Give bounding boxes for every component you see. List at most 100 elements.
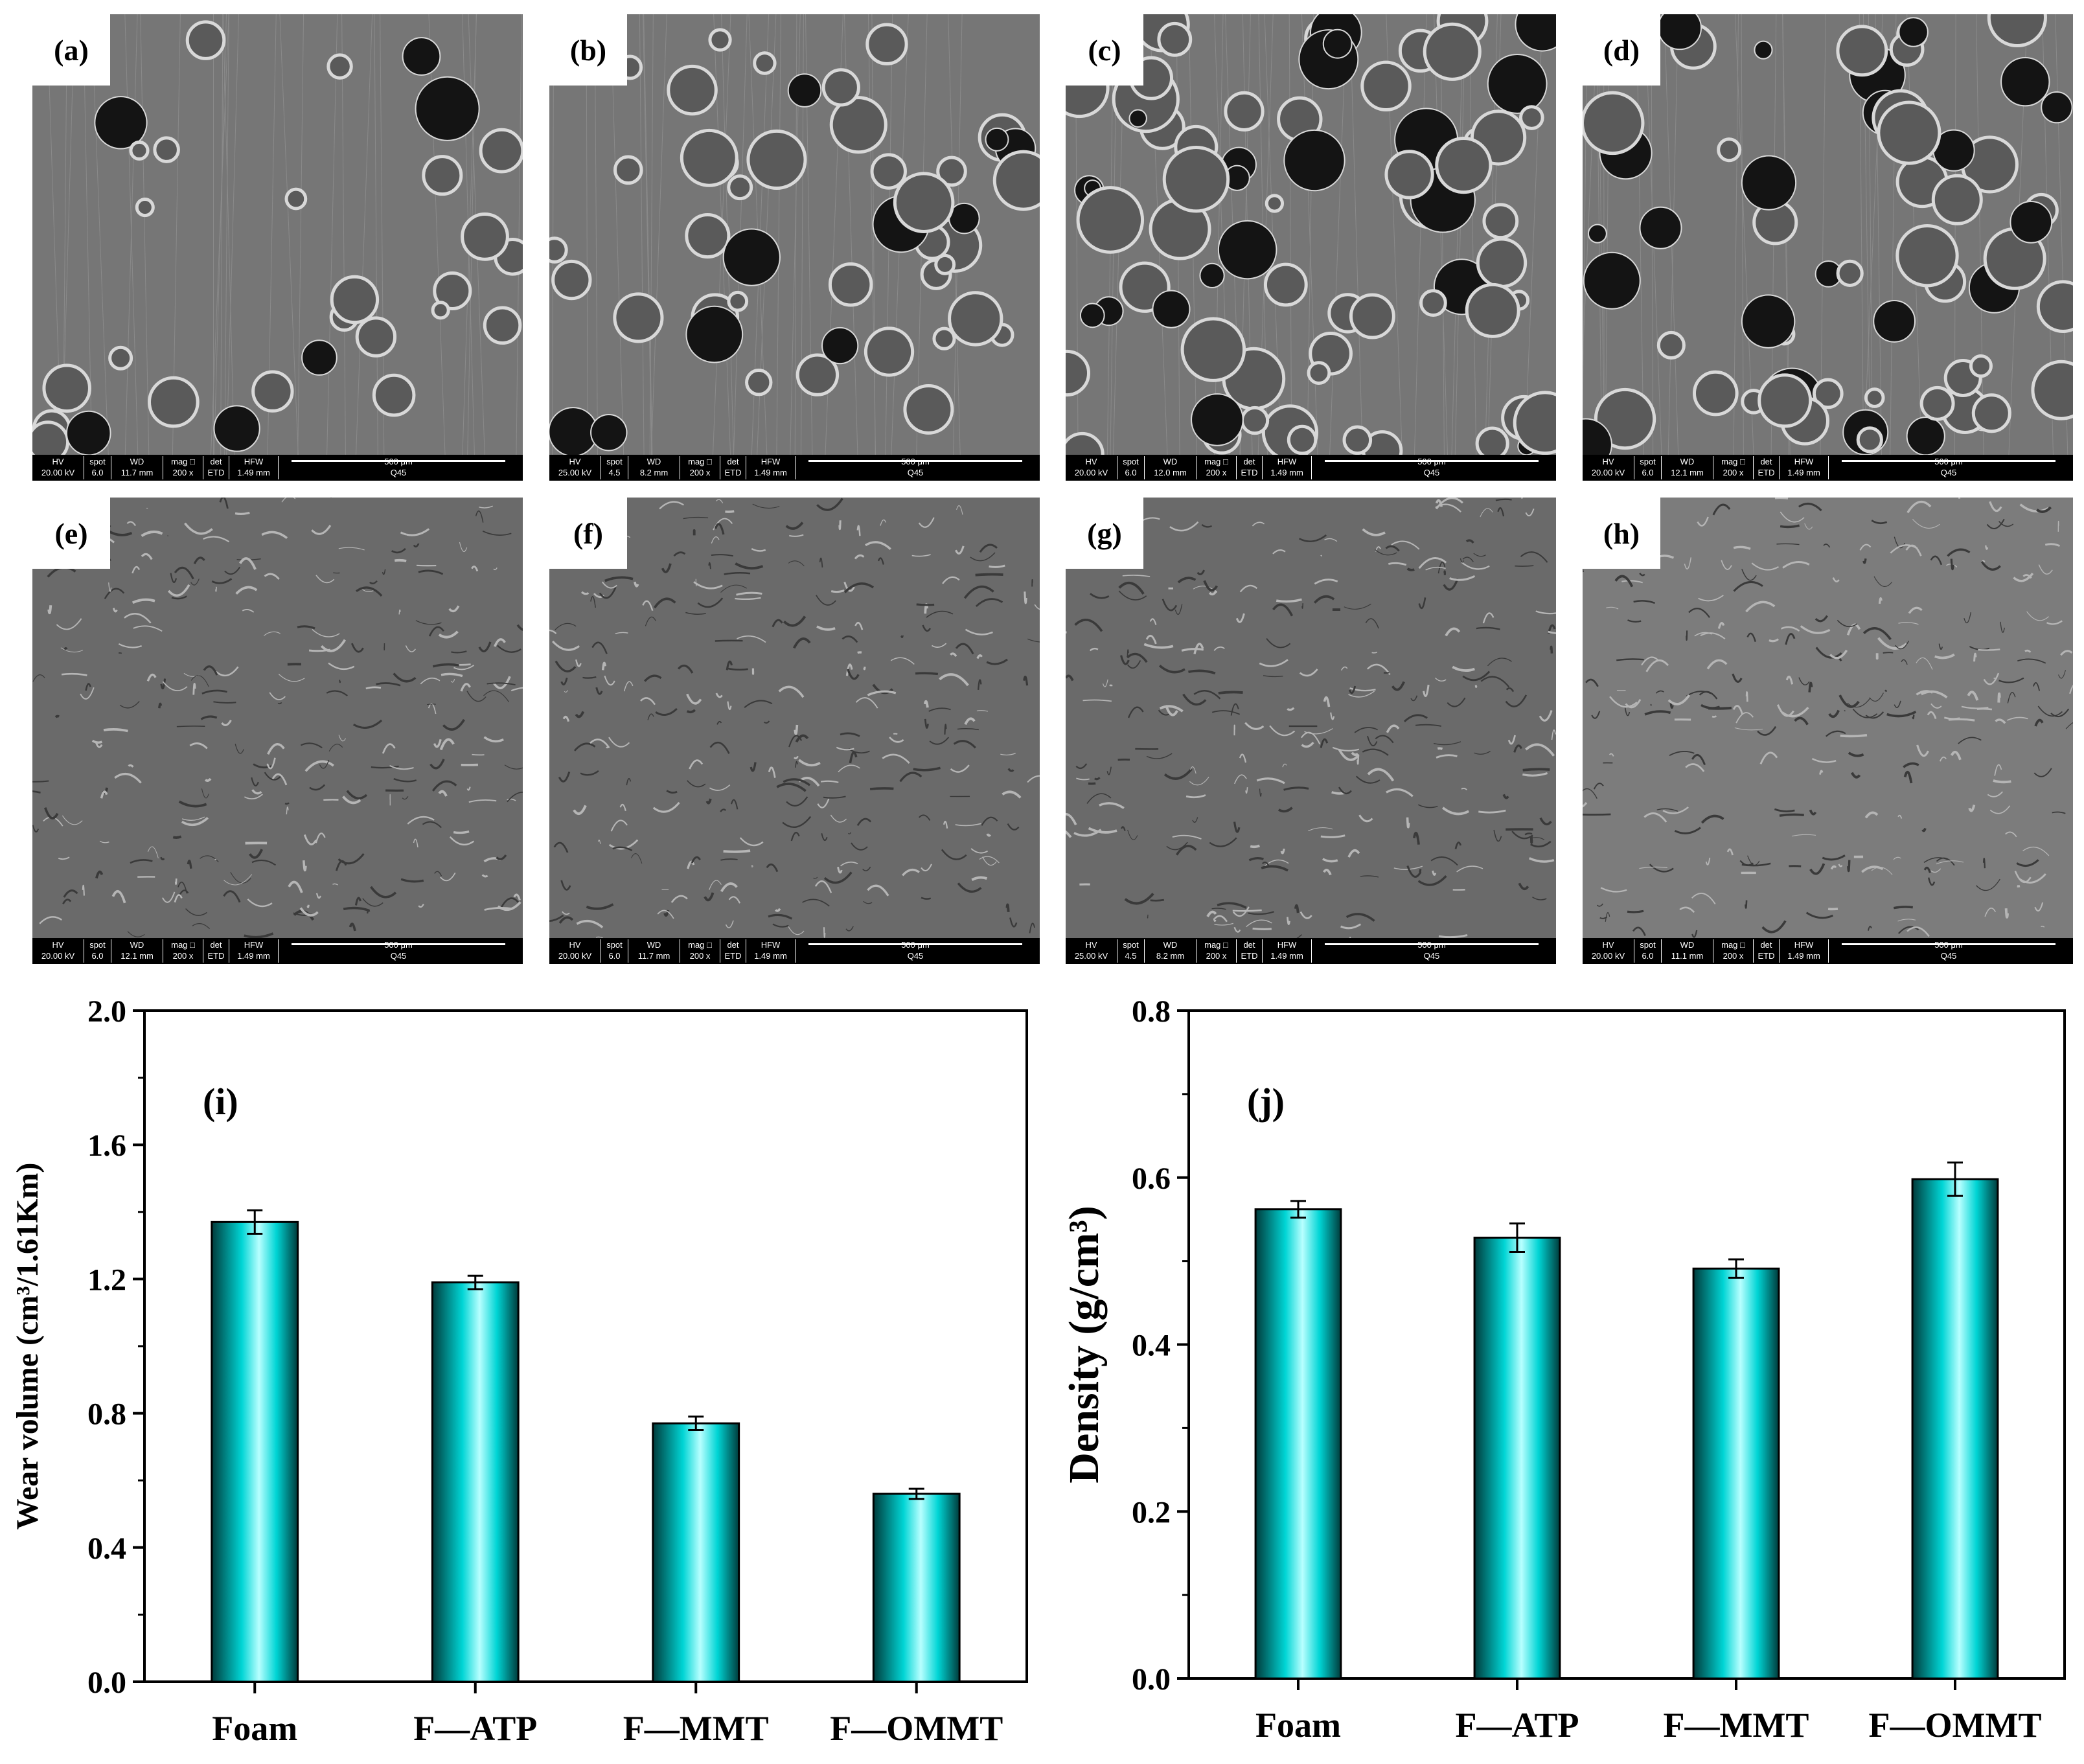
sem-info-cell: HFW 1.49 mm [1263,456,1312,479]
sem-info-cell: HV 20.00 kV [32,939,84,963]
panel-label: (j) [1247,1081,1285,1123]
scale-bar [1325,943,1539,945]
sem-info-bar: HV 20.00 kV spot 6.0 WD 11.7 mm mag □ 200 x det E… [549,938,1040,964]
sem-info-bar: HV 25.00 kV spot 4.5 WD 8.2 mm mag □ 200 x det ET… [1066,938,1556,964]
sem-info-cell: mag □ 200 x [1713,939,1754,963]
sem-info-cell: det ETD [1754,456,1780,479]
y-axis-label: Density (g/cm³) [1060,1206,1108,1483]
sem-info-cell: WD 12.0 mm [1145,456,1197,479]
y-tick-label: 0.4 [1132,1329,1171,1363]
panel-label: (c) [1066,14,1143,86]
micrograph-texture [32,14,523,455]
scale-bar [292,943,505,945]
bar [211,1220,299,1683]
scale-label: 500 μm Q45 [1934,457,1963,477]
bar [1254,1208,1342,1680]
scale-bar [1325,460,1539,462]
sem-info-cell: HFW 1.49 mm [229,939,279,963]
bar [652,1422,740,1683]
y-tick-label: 2.0 [87,998,126,1029]
wear-volume-chart: 0.0 0.4 0.8 1.2 1.6 2.0 Foam F—ATP F—MMT F—OMMT (i… [10,998,1028,1748]
panel-label: (b) [549,14,627,86]
scale-label: 500 μm Q45 [901,940,930,961]
bar [1692,1267,1780,1680]
sem-info-cell: HFW 1.49 mm [229,456,279,479]
sem-info-cell: HV 20.00 kV [32,456,84,479]
sem-info-cell: det ETD [720,939,746,963]
panel-label: (i) [203,1081,238,1123]
sem-info-cell: spot 6.0 [1117,456,1145,479]
micrograph-texture [1066,14,1556,455]
panel-label: (a) [32,14,110,86]
sem-info-bar: HV 20.00 kV spot 6.0 WD 11.1 mm mag □ 200 x det E… [1583,938,2073,964]
sem-info-cell: spot 6.0 [1634,456,1662,479]
sem-info-cell: HV 20.00 kV [549,939,601,963]
scale-label: 500 μm Q45 [384,457,413,477]
sem-info-cell: spot 4.5 [1117,939,1145,963]
sem-info-cell: HV 25.00 kV [549,456,601,479]
sem-info-bar: HV 20.00 kV spot 6.0 WD 11.7 mm mag □ 200 x det E… [32,455,523,481]
scale-bar [292,460,505,462]
sem-info-cell: mag □ 200 x [680,456,720,479]
sem-info-cell: HV 20.00 kV [1583,939,1634,963]
sem-info-cell: HFW 1.49 mm [1780,939,1829,963]
density-chart: 0.0 0.2 0.4 0.6 0.8 Foam F—ATP F—MMT F—OMMT (j) De… [1060,998,2066,1745]
micrograph-texture [1583,14,2073,455]
sem-info-cell: WD 12.1 mm [111,939,163,963]
sem-info-bar: HV 20.00 kV spot 6.0 WD 12.0 mm mag □ 200 x det E… [1066,455,1556,481]
sem-micrograph: (b) HV 25.00 kV spot 4.5 WD 8.2 mm mag □ 200 x de… [549,14,1040,481]
micrograph-texture [1066,498,1556,938]
scale-label: 500 μm Q45 [384,940,413,961]
sem-info-bar: HV 20.00 kV spot 6.0 WD 12.1 mm mag □ 200 x det E… [1583,455,2073,481]
sem-info-cell: WD 12.1 mm [1662,456,1713,479]
sem-info-cell: det ETD [1237,939,1263,963]
sem-info-bar: HV 20.00 kV spot 6.0 WD 12.1 mm mag □ 200 x det E… [32,938,523,964]
scale-bar [1842,460,2055,462]
sem-info-cell: mag □ 200 x [163,456,203,479]
sem-info-cell: det ETD [1237,456,1263,479]
micrograph-texture [549,14,1040,455]
sem-info-cell: HV 25.00 kV [1066,939,1117,963]
micrograph-texture [32,498,523,938]
scale-label: 500 μm Q45 [901,457,930,477]
scale-label: 500 μm Q45 [1417,940,1446,961]
sem-info-cell: WD 11.7 mm [628,939,680,963]
x-tick-label: F—OMMT [1869,1706,2042,1745]
y-axis-label: Wear volume (cm³/1.61Km) [10,1163,45,1530]
sem-info-cell: WD 8.2 mm [1145,939,1197,963]
sem-info-cell: mag □ 200 x [680,939,720,963]
x-tick-label: F—ATP [413,1709,537,1748]
y-tick-label: 0.6 [1132,1162,1171,1196]
bar [1911,1178,1999,1680]
scale-label: 500 μm Q45 [1417,457,1446,477]
sem-info-cell: WD 8.2 mm [628,456,680,479]
scale-bar [808,460,1022,462]
bar [431,1281,520,1683]
sem-info-cell: HFW 1.49 mm [1263,939,1312,963]
x-tick-label: Foam [1255,1706,1341,1745]
bar [872,1493,961,1683]
sem-info-cell: WD 11.7 mm [111,456,163,479]
scale-label: 500 μm Q45 [1934,940,1963,961]
sem-info-cell: det ETD [203,456,229,479]
sem-info-cell: HV 20.00 kV [1066,456,1117,479]
x-tick-label: F—ATP [1456,1706,1579,1745]
sem-info-bar: HV 25.00 kV spot 4.5 WD 8.2 mm mag □ 200 x det ET… [549,455,1040,481]
scale-bar [808,943,1022,945]
sem-info-cell: mag □ 200 x [163,939,203,963]
y-tick-label: 0.8 [87,1397,126,1432]
y-tick-label: 1.2 [87,1263,126,1297]
panel-label: (e) [32,498,110,569]
x-tick-label: F—OMMT [830,1709,1003,1748]
scale-bar [1842,943,2055,945]
y-tick-label: 0.8 [1132,998,1171,1029]
y-tick-label: 0.2 [1132,1495,1171,1529]
sem-info-cell: HV 20.00 kV [1583,456,1634,479]
sem-info-cell: spot 6.0 [84,456,111,479]
sem-info-cell: HFW 1.49 mm [746,456,796,479]
sem-info-cell: det ETD [720,456,746,479]
